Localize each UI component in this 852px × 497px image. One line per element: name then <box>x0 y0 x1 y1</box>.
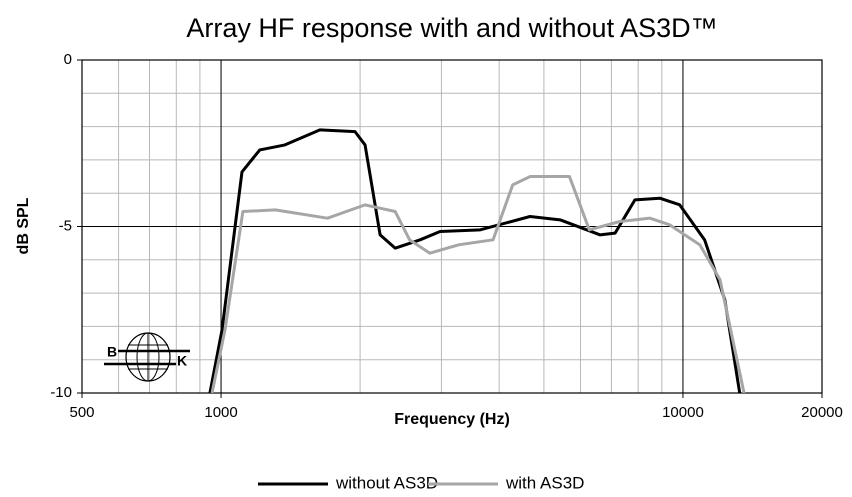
y-tick-label: -10 <box>50 384 72 401</box>
x-tick-label: 1000 <box>204 404 237 421</box>
x-tick-label: 10000 <box>662 404 704 421</box>
x-tick-label: 20000 <box>801 404 843 421</box>
chart-title: Array HF response with and without AS3D™ <box>186 13 717 43</box>
y-axis-label: dB SPL <box>15 197 32 254</box>
y-tick-label: 0 <box>64 51 72 68</box>
y-tick-label: -5 <box>59 217 72 234</box>
x-tick-label: 500 <box>69 404 94 421</box>
plot-frame <box>81 59 823 394</box>
x-axis-label: Frequency (Hz) <box>394 411 510 428</box>
line-series <box>210 175 746 393</box>
legend-label: with AS3D <box>505 473 584 492</box>
logo-letter: B <box>107 344 117 360</box>
legend-label: without AS3D <box>335 473 438 492</box>
logo: B K <box>104 332 190 382</box>
line-series <box>208 128 742 393</box>
logo-letter: K <box>177 353 187 369</box>
